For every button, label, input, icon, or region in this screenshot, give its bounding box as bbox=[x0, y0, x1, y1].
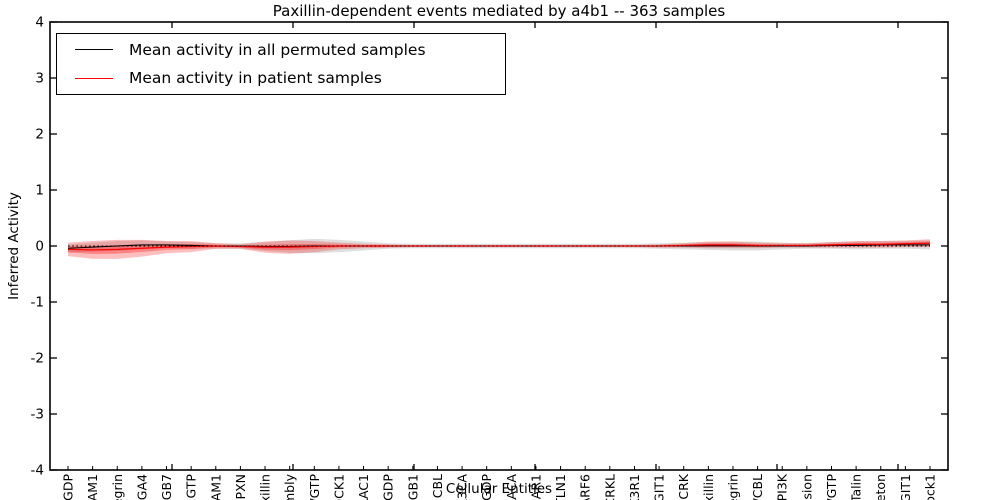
x-category-label: alpha4/beta1 Integrin/Paxillin/Talin/Act… bbox=[873, 474, 888, 500]
x-category-label: RAC1 bbox=[356, 474, 371, 500]
x-category-label: ARF6 bbox=[578, 474, 593, 500]
x-category-label: Rac1/GTP bbox=[307, 474, 322, 500]
x-category-label: CBL bbox=[430, 474, 445, 498]
x-axis-label: Cellular Entities bbox=[445, 481, 553, 497]
x-category-label: alpha4/beta1 Integrin bbox=[725, 474, 740, 500]
x-category-label: PIK3R1 bbox=[627, 474, 642, 500]
y-tick-label: 2 bbox=[35, 127, 44, 143]
x-category-label: ITGB1 bbox=[405, 474, 420, 500]
y-tick-label: -3 bbox=[31, 407, 44, 423]
permuted-line-swatch bbox=[75, 49, 113, 51]
x-category-label: TLN1 bbox=[553, 474, 568, 500]
x-category-label: CRK bbox=[676, 473, 691, 499]
x-category-label: PI3K bbox=[775, 473, 790, 500]
x-category-label: PIK3CA bbox=[455, 474, 470, 500]
x-category-label: VCAM1 bbox=[85, 474, 100, 500]
legend-label-permuted: Mean activity in all permuted samples bbox=[129, 40, 426, 59]
x-category-label: alpha4/beta7 Integrin/Paxillin bbox=[258, 474, 273, 500]
legend-entry-patient: Mean activity in patient samples bbox=[57, 65, 505, 91]
x-category-label: alpha4/beta1 Integrin/Paxillin bbox=[701, 474, 716, 500]
x-category-label: alpha4/beta7 Integrin bbox=[110, 474, 125, 500]
x-category-label: alpha4/beta1 Integrin/Paxillin/Talin bbox=[849, 474, 864, 500]
x-category-label: alpha4/beta1 Integrin/Paxillin/VCAM1 bbox=[208, 474, 223, 500]
x-category-label: PRKACA bbox=[504, 474, 519, 500]
x-category-label: CRKL/CBL bbox=[750, 474, 765, 500]
x-category-label: Rac1/GDP bbox=[381, 474, 396, 500]
x-category-label: mol:GDP bbox=[61, 474, 76, 500]
x-category-label: PXN bbox=[233, 474, 248, 499]
y-tick-label: -1 bbox=[31, 295, 44, 311]
y-tick-label: 3 bbox=[35, 71, 44, 87]
patient-std-band bbox=[68, 239, 930, 259]
x-category-label: DOCK1 bbox=[331, 474, 346, 500]
legend-label-patient: Mean activity in patient samples bbox=[129, 69, 382, 88]
legend-entry-permuted: Mean activity in all permuted samples bbox=[57, 37, 505, 63]
x-category-label: GIT1 bbox=[652, 474, 667, 500]
y-tick-label: 1 bbox=[35, 183, 44, 199]
patient-line-swatch bbox=[75, 77, 113, 79]
chart-title: Paxillin-dependent events mediated by a4… bbox=[272, 2, 726, 20]
legend: Mean activity in all permuted samples Me… bbox=[56, 33, 506, 95]
y-tick-label: -2 bbox=[31, 351, 44, 367]
x-category-label: cell adhesion bbox=[799, 474, 814, 500]
x-category-label: ARF6/GTP bbox=[824, 474, 839, 500]
y-axis-label: Inferred Activity bbox=[6, 192, 22, 300]
x-category-label: ITGA4 bbox=[134, 474, 149, 500]
y-tick-label: 0 bbox=[35, 239, 44, 255]
y-tick-label: -4 bbox=[31, 463, 44, 479]
x-category-label: ITGB7 bbox=[159, 474, 174, 500]
x-category-label: BCAR1 bbox=[528, 474, 543, 500]
x-category-label: p130Cas/Crk/Dock1 bbox=[923, 474, 938, 500]
x-category-label: mol:GTP bbox=[184, 474, 199, 500]
y-tick-label: 4 bbox=[35, 15, 44, 31]
x-category-label: CRKL bbox=[602, 474, 617, 500]
x-category-label: alpha4/beta1 Integrin/Paxillin/GIT1 bbox=[898, 474, 913, 500]
x-category-label: lamellipodium assembly bbox=[282, 473, 297, 500]
x-category-label: ARF6/GDP bbox=[479, 474, 494, 500]
